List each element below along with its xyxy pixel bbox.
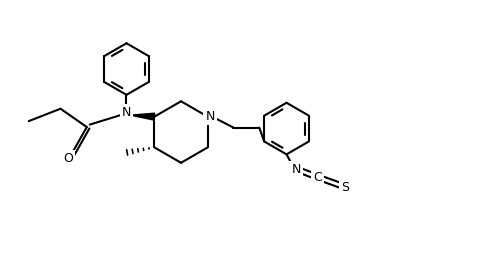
- Text: N: N: [205, 110, 215, 123]
- Text: N: N: [291, 163, 301, 176]
- Polygon shape: [130, 113, 155, 120]
- Text: N: N: [122, 106, 131, 119]
- Text: C: C: [313, 171, 322, 184]
- Text: S: S: [342, 181, 350, 194]
- Text: O: O: [63, 152, 73, 165]
